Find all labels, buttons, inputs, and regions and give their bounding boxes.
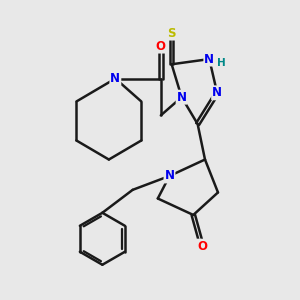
Text: N: N [164,169,175,182]
Text: O: O [197,240,207,253]
Text: N: N [110,72,120,85]
Text: H: H [217,58,226,68]
Text: N: N [204,52,214,66]
Text: N: N [212,86,222,99]
Text: S: S [167,27,176,40]
Text: O: O [156,40,166,52]
Text: N: N [177,91,187,104]
